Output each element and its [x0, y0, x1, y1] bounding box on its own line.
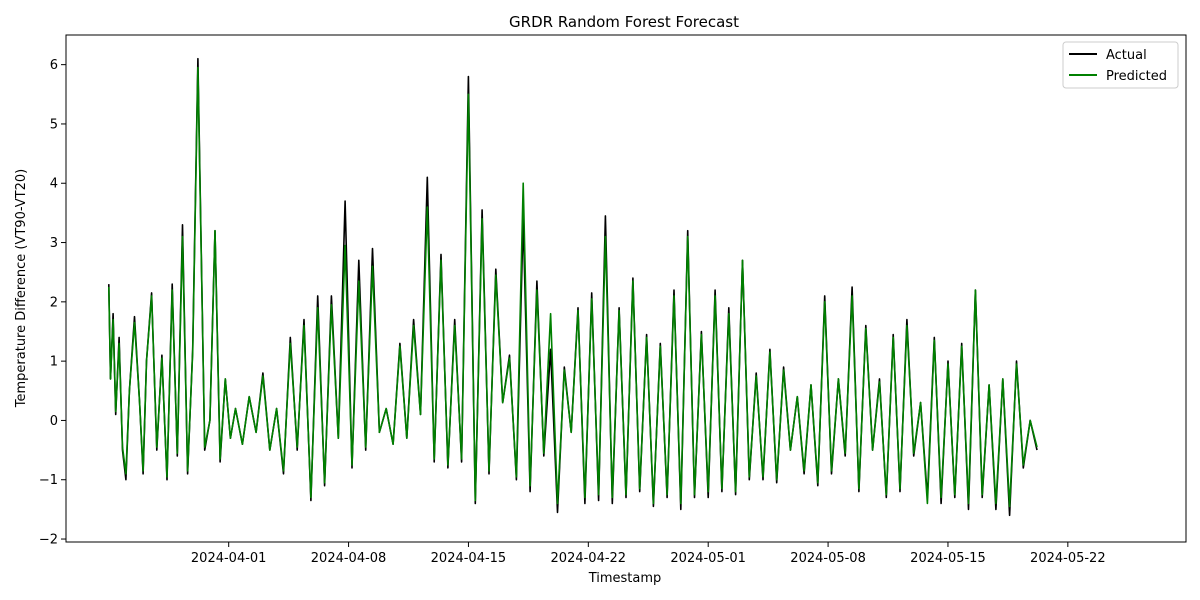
legend: Actual Predicted	[1062, 41, 1179, 89]
chart-title: GRDR Random Forest Forecast	[509, 13, 739, 31]
plot-area	[108, 57, 1038, 517]
y-tick-label: −2	[39, 533, 58, 548]
plot-frame	[65, 34, 1187, 543]
y-axis-ticks: −2 −1 0 1 2 3 4 5 6	[39, 58, 66, 548]
y-tick-label: 3	[50, 236, 58, 251]
x-tick-label: 2024-05-15	[910, 551, 986, 566]
x-tick-label: 2024-04-15	[431, 551, 507, 566]
x-tick-label: 2024-05-22	[1030, 551, 1106, 566]
legend-label-actual: Actual	[1106, 48, 1147, 63]
x-tick-label: 2024-04-01	[191, 551, 267, 566]
x-tick-label: 2024-05-08	[790, 551, 866, 566]
x-axis-label: Timestamp	[588, 571, 662, 586]
y-tick-label: 2	[50, 295, 58, 310]
series-layer	[108, 57, 1038, 517]
y-tick-label: 1	[50, 355, 58, 370]
x-tick-label: 2024-04-22	[551, 551, 627, 566]
y-axis-label: Temperature Difference (VT90-VT20)	[14, 169, 29, 408]
x-tick-label: 2024-05-01	[670, 551, 746, 566]
x-axis-ticks: 2024-04-01 2024-04-08 2024-04-15 2024-04-22…	[191, 542, 1106, 566]
y-tick-label: 4	[50, 177, 58, 192]
y-tick-label: −1	[39, 473, 58, 488]
legend-label-predicted: Predicted	[1106, 69, 1167, 84]
y-tick-label: 0	[50, 414, 58, 429]
y-tick-label: 5	[50, 117, 58, 132]
series-line-predicted	[108, 66, 1038, 508]
y-tick-label: 6	[50, 58, 58, 73]
x-tick-label: 2024-04-08	[311, 551, 387, 566]
